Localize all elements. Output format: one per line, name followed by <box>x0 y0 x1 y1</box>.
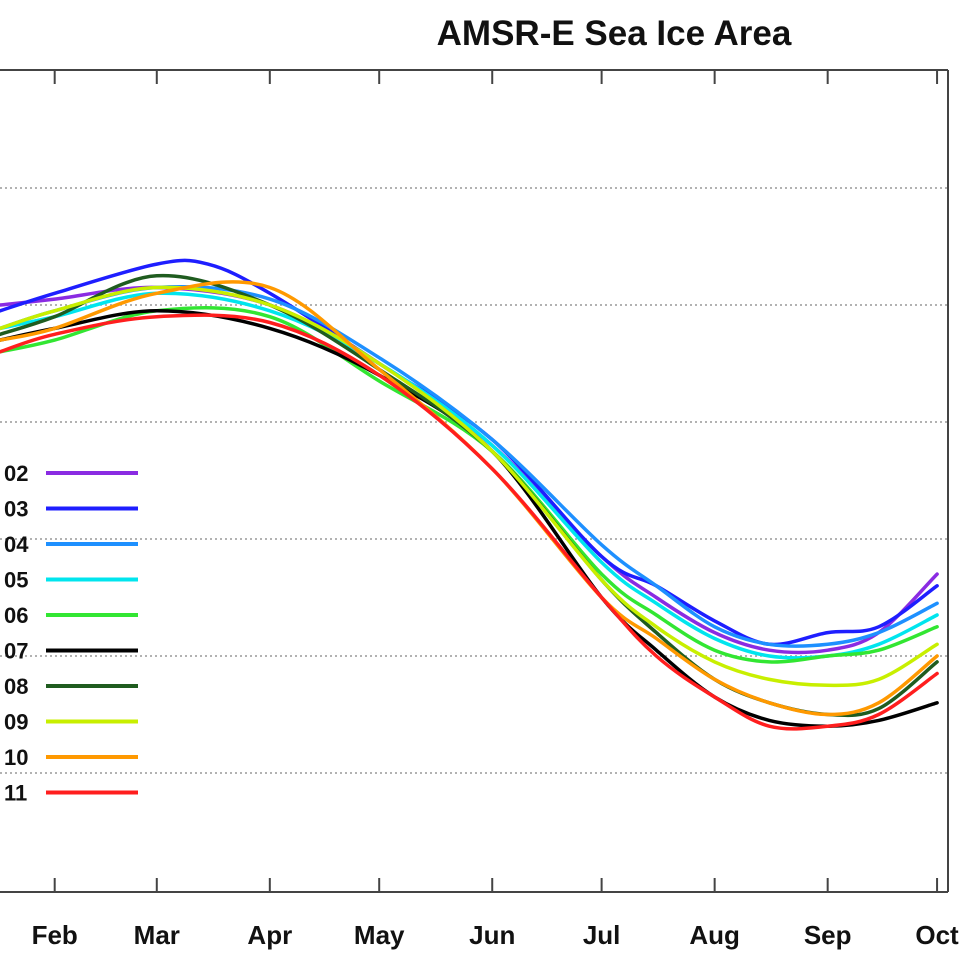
series-line-09 <box>0 285 939 688</box>
legend-label-05: 05 <box>4 568 28 593</box>
x-tick-label: Feb <box>32 920 78 950</box>
legend-label-03: 03 <box>4 497 28 522</box>
series-line-11 <box>0 313 939 731</box>
x-tick-label: May <box>354 920 405 950</box>
legend-label-09: 09 <box>4 710 28 735</box>
legend-label-04: 04 <box>4 532 29 557</box>
x-tick-label: Apr <box>247 920 292 950</box>
legend-label-10: 10 <box>4 745 28 770</box>
x-tick-label: Mar <box>134 920 180 950</box>
series-line-06 <box>0 306 939 664</box>
series-line-08 <box>0 273 939 718</box>
x-tick-label: Jun <box>469 920 515 950</box>
chart-title: AMSR-E Sea Ice Area <box>436 14 792 53</box>
x-tick-label: Sep <box>804 920 852 950</box>
x-tick-label: Jul <box>583 920 621 950</box>
series-line-05 <box>0 291 939 660</box>
x-tick-label: Aug <box>689 920 740 950</box>
legend-label-08: 08 <box>4 674 28 699</box>
series-line-04 <box>0 285 939 648</box>
x-tick-label: Oct <box>915 920 959 950</box>
axes: Feb Mar Apr May Jun Jul Aug Sep Oct <box>0 69 959 950</box>
gridlines <box>0 187 948 774</box>
series-line-10 <box>0 280 939 717</box>
legend-label-02: 02 <box>4 461 28 486</box>
series-lines <box>0 258 939 731</box>
legend-label-06: 06 <box>4 603 28 628</box>
series-line-07 <box>0 309 939 728</box>
series-line-02 <box>0 285 939 655</box>
legend: 02 03 04 05 06 07 08 09 10 11 <box>4 461 138 806</box>
legend-label-07: 07 <box>4 639 28 664</box>
legend-label-11: 11 <box>4 781 27 806</box>
